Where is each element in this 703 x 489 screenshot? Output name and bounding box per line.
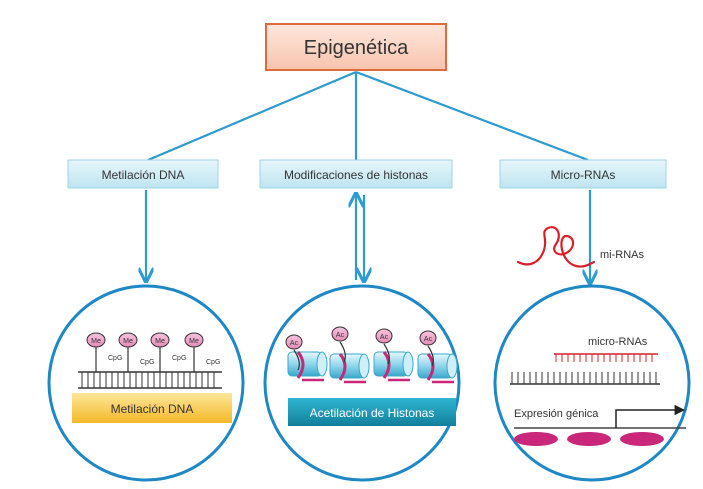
- dna-wrap: [338, 353, 347, 381]
- histone-cylinder-end: [316, 351, 328, 377]
- microrna-circle: [493, 284, 691, 482]
- cpg-label: CpG: [108, 355, 122, 362]
- methylation-bar: [72, 393, 232, 423]
- branch-label-methylation: Metilación DNA: [102, 168, 185, 182]
- transcription-arrow-icon: [615, 404, 686, 428]
- branch-histones: Modificaciones de histonas: [259, 159, 453, 189]
- dna-wrap: [296, 351, 305, 379]
- root-node: Epigenética: [265, 23, 447, 71]
- histone-bar-label: Acetilación de Histonas: [310, 406, 435, 420]
- methyl-group: [118, 332, 138, 348]
- microrna-inner-label: micro-RNAs: [588, 336, 648, 348]
- branch-label-micrornas: Micro-RNAs: [551, 168, 616, 182]
- histone-cylinder-end: [358, 353, 370, 379]
- methylation-panel: Me CpG Me CpG Me CpG Me CpG Metilación DNA: [47, 284, 245, 482]
- connector-to-micrornas: [355, 70, 589, 162]
- histone-panel: Ac Ac Ac Ac Acetilación de Histonas: [263, 284, 461, 482]
- acetyl-marks: Ac Ac Ac Ac: [285, 326, 437, 371]
- methylation-bar-label: Metilación DNA: [111, 402, 194, 416]
- ribosome-2: [567, 432, 611, 446]
- dna-wrap: [382, 351, 391, 379]
- acetyl-tail: [339, 341, 346, 363]
- branch-arrows: [146, 190, 590, 282]
- histone-cylinder-end: [402, 351, 414, 377]
- methyl-label: Me: [189, 338, 199, 345]
- acetyl-label: Ac: [380, 334, 389, 341]
- ribosome-1: [514, 432, 558, 446]
- root-connectors: [147, 70, 589, 162]
- branch-box-micrornas: [499, 159, 667, 189]
- cpg-label: CpG: [172, 355, 186, 362]
- root-box: [265, 23, 447, 71]
- cpg-label: CpG: [140, 359, 154, 366]
- acetyl-group: [375, 328, 393, 344]
- branch-box-histones: [259, 159, 453, 189]
- histone-cylinder-end: [446, 353, 458, 379]
- histone-cylinders: [287, 351, 458, 384]
- acetyl-label: Ac: [424, 336, 433, 343]
- branch-label-histones: Modificaciones de histonas: [284, 168, 428, 182]
- ribosome-3: [620, 432, 664, 446]
- branch-micrornas: Micro-RNAs: [499, 159, 667, 189]
- acetyl-group: [331, 326, 349, 342]
- methyl-group: [86, 332, 106, 348]
- methylation-dna-strand: [78, 371, 222, 389]
- root-title: Epigenética: [304, 37, 409, 59]
- methyl-label: Me: [123, 338, 133, 345]
- acetyl-label: Ac: [336, 332, 345, 339]
- branch-box-methylation: [67, 159, 219, 189]
- connector-to-methylation: [147, 70, 357, 162]
- microrna-duplex: [510, 353, 660, 385]
- mirna-side-label: mi-RNAs: [600, 249, 644, 261]
- acetyl-tail: [293, 349, 300, 371]
- histone-bar: [288, 398, 456, 426]
- methyl-group: [150, 332, 170, 348]
- acetyl-tail: [427, 345, 434, 367]
- mirna-squiggle: mi-RNAs: [516, 226, 644, 268]
- acetyl-group: [419, 330, 437, 346]
- methyl-group: [184, 332, 204, 348]
- cpg-label: CpG: [206, 359, 220, 366]
- branch-methylation: Metilación DNA: [67, 159, 219, 189]
- acetyl-label: Ac: [290, 340, 299, 347]
- expression-label: Expresión génica: [514, 408, 599, 420]
- dna-wrap: [426, 353, 435, 381]
- methyl-label: Me: [91, 338, 101, 345]
- acetyl-group: [285, 334, 303, 350]
- methylation-marks: Me CpG Me CpG Me CpG Me CpG: [86, 332, 220, 372]
- microrna-panel: micro-RNAs Expresión génica: [493, 284, 691, 482]
- mirna-icon: [516, 226, 596, 268]
- acetyl-tail: [383, 343, 390, 365]
- methyl-label: Me: [155, 338, 165, 345]
